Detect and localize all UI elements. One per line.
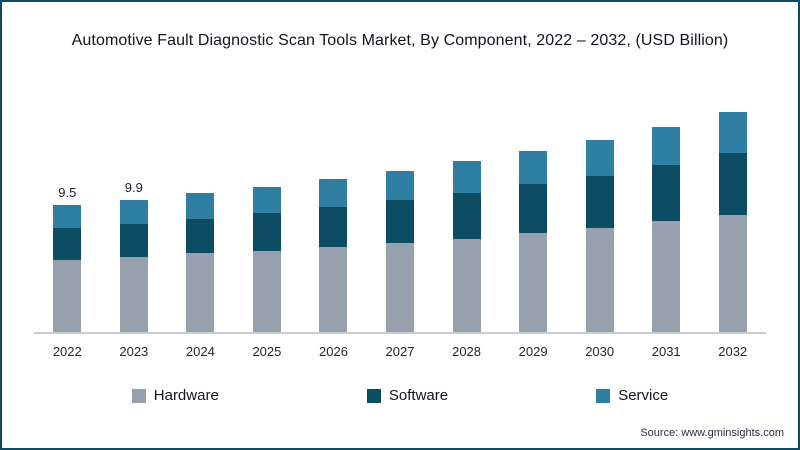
- bar-segment-software: [519, 184, 548, 234]
- bar-stack: [452, 161, 481, 332]
- bar-column: 9.5: [34, 92, 101, 332]
- bar-column: [633, 92, 700, 332]
- bar-column: [234, 92, 301, 332]
- x-axis-label: 2024: [185, 344, 215, 359]
- x-axis-label: 2027: [385, 344, 415, 359]
- x-axis-label: 2023: [119, 344, 149, 359]
- bar-column: 9.9: [101, 92, 168, 332]
- bar-segment-software: [119, 224, 148, 258]
- bar-segment-software: [718, 153, 747, 215]
- x-axis-label: 2030: [585, 344, 615, 359]
- source-attribution: Source: www.gminsights.com: [640, 427, 784, 439]
- x-axis-label: 2032: [718, 344, 748, 359]
- x-axis-label: 2026: [319, 344, 348, 359]
- bar-stack: [519, 150, 548, 332]
- bar-segment-hardware: [652, 221, 681, 332]
- bar-column: [300, 92, 367, 332]
- bar-stack: [319, 178, 348, 332]
- bar-segment-software: [319, 206, 348, 247]
- x-axis-label: 2031: [651, 344, 681, 359]
- bar-segment-software: [186, 218, 215, 254]
- bar-stack: [252, 186, 281, 332]
- bar-segment-software: [652, 165, 681, 222]
- bar-segment-hardware: [519, 233, 548, 332]
- x-axis-label: 2028: [452, 344, 482, 359]
- bar-stack: [119, 200, 148, 332]
- bar-column: [367, 92, 434, 332]
- x-axis-label: 2029: [518, 344, 548, 359]
- bar-segment-software: [452, 193, 481, 239]
- bar-segment-service: [585, 140, 614, 176]
- bar-segment-hardware: [585, 228, 614, 332]
- bar-segment-service: [53, 205, 82, 228]
- bar-segment-hardware: [452, 238, 481, 332]
- bar-column: [167, 92, 234, 332]
- bar-stack: [718, 112, 747, 332]
- bar-segment-service: [386, 170, 414, 201]
- bar-segment-hardware: [718, 214, 747, 332]
- legend-swatch-icon: [366, 388, 381, 403]
- bar-segment-service: [186, 193, 215, 219]
- bar-data-label: 9.5: [58, 185, 77, 201]
- bar-segment-hardware: [53, 260, 82, 332]
- legend-item-hardware: Hardware: [131, 387, 219, 404]
- bar-segment-hardware: [119, 257, 148, 332]
- bar-segment-hardware: [319, 246, 348, 332]
- bar-stack: [386, 170, 414, 332]
- bar-segment-service: [718, 112, 747, 154]
- bar-column: [433, 92, 500, 332]
- legend-swatch-icon: [131, 388, 146, 403]
- x-axis-label: 2022: [52, 344, 82, 359]
- bar-column: [699, 92, 766, 332]
- bar-segment-service: [319, 178, 348, 207]
- legend: Hardware Software Service: [58, 387, 743, 404]
- bar-segment-hardware: [252, 250, 281, 332]
- plot-area: 9.5 9.9 2022 2023 2024 2025 2026 2027 2028 2029 2…: [34, 92, 766, 359]
- bar-segment-service: [452, 161, 481, 194]
- legend-label: Service: [618, 387, 669, 404]
- legend-label: Software: [388, 387, 449, 404]
- bar-segment-service: [519, 150, 548, 185]
- bar-stack: [53, 205, 82, 332]
- legend-item-service: Service: [596, 387, 668, 404]
- bar-segment-service: [119, 200, 148, 225]
- legend-label: Hardware: [153, 387, 219, 404]
- bar-segment-software: [53, 228, 82, 260]
- bars-row: 9.5 9.9: [34, 92, 766, 334]
- bar-segment-hardware: [186, 253, 215, 332]
- bar-segment-software: [585, 176, 614, 228]
- x-axis-label: 2025: [252, 344, 282, 359]
- chart-title: Automotive Fault Diagnostic Scan Tools M…: [71, 32, 729, 49]
- bar-column: [566, 92, 633, 332]
- x-axis: 2022 2023 2024 2025 2026 2027 2028 2029 2030 2031…: [34, 334, 766, 359]
- bar-stack: [652, 126, 681, 332]
- bar-segment-software: [252, 213, 281, 251]
- bar-segment-hardware: [386, 242, 414, 332]
- bar-stack: [585, 140, 614, 332]
- legend-swatch-icon: [596, 388, 611, 403]
- bar-stack: [186, 193, 215, 332]
- bar-segment-service: [652, 126, 681, 166]
- legend-item-software: Software: [366, 387, 449, 404]
- bar-segment-software: [386, 200, 414, 243]
- bar-segment-service: [252, 186, 281, 214]
- bar-data-label: 9.9: [124, 180, 143, 196]
- bar-column: [500, 92, 567, 332]
